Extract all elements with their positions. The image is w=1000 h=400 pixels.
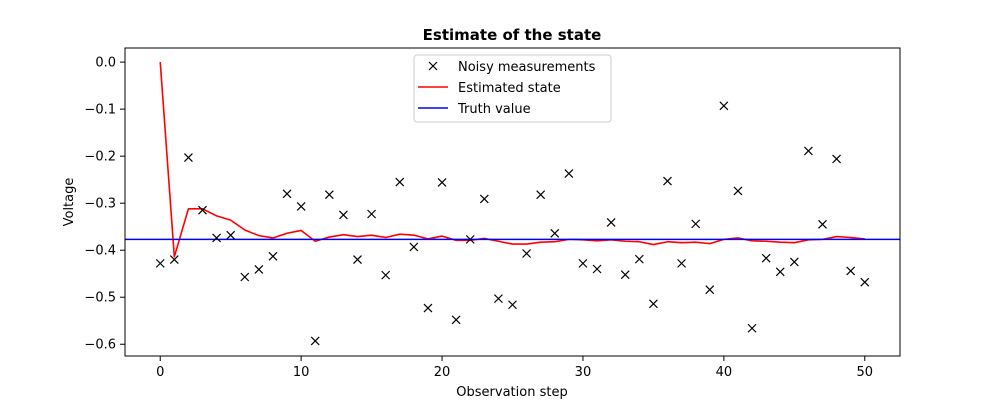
chart-title: Estimate of the state <box>423 26 602 44</box>
measurement-point <box>169 255 179 265</box>
y-tick-label: −0.3 <box>84 197 116 212</box>
legend-label-measurements: Noisy measurements <box>458 60 596 75</box>
measurement-point <box>564 169 574 178</box>
y-tick-label: −0.1 <box>84 103 116 118</box>
measurement-point <box>705 285 715 295</box>
measurement-point <box>437 178 447 187</box>
measurement-point <box>367 209 377 219</box>
measurement-point <box>789 257 799 267</box>
measurement-point <box>578 258 588 268</box>
measurement-point <box>381 270 391 280</box>
measurement-point <box>691 219 701 229</box>
measurement-point <box>719 101 729 111</box>
measurement-point <box>733 186 743 196</box>
measurement-point <box>268 251 278 261</box>
legend-label-estimated: Estimated state <box>458 81 561 96</box>
measurement-point <box>282 189 292 199</box>
measurement-point <box>240 272 250 282</box>
x-tick-label: 30 <box>575 365 592 380</box>
measurement-point <box>634 254 644 264</box>
legend-box <box>413 54 612 123</box>
measurement-point <box>324 190 334 200</box>
measurement-point <box>296 202 306 211</box>
measurement-point <box>747 323 757 333</box>
measurement-point <box>818 219 827 229</box>
y-tick-label: −0.4 <box>84 244 116 259</box>
x-tick-label: 10 <box>293 365 310 380</box>
measurement-point <box>761 253 771 263</box>
measurement-point <box>338 210 348 220</box>
measurement-point <box>832 154 842 164</box>
measurement-point <box>663 176 672 186</box>
measurement-point <box>353 255 362 265</box>
measurement-point <box>775 267 785 277</box>
measurement-point <box>606 218 616 227</box>
measurement-point <box>465 234 475 244</box>
measurement-point <box>592 264 602 274</box>
measurement-point <box>493 294 503 304</box>
measurement-point <box>409 242 419 252</box>
y-tick-label: 0.0 <box>95 56 116 71</box>
measurement-point <box>803 146 813 156</box>
legend: Noisy measurements Estimated state Truth… <box>413 54 612 123</box>
measurement-point <box>155 258 165 268</box>
y-tick-label: −0.6 <box>84 338 116 353</box>
x-axis: 0 10 20 30 40 50 <box>156 356 873 380</box>
plot-frame <box>124 47 901 357</box>
measurement-point <box>846 266 856 276</box>
x-tick-label: 0 <box>156 365 164 380</box>
measurement-point <box>226 230 236 240</box>
measurement-point <box>183 153 193 162</box>
measurement-point <box>423 303 433 313</box>
legend-marker-measurements <box>428 61 438 71</box>
plot-area <box>125 62 900 346</box>
measurement-point <box>620 270 630 280</box>
measurement-point <box>550 228 560 238</box>
y-tick-label: −0.5 <box>84 291 116 306</box>
x-tick-label: 20 <box>434 365 451 380</box>
measurement-point <box>508 300 517 310</box>
y-tick-label: −0.2 <box>84 150 116 165</box>
measurement-point <box>860 277 870 287</box>
x-tick-label: 40 <box>716 365 733 380</box>
measurement-point <box>522 249 532 258</box>
measurement-point <box>310 336 320 346</box>
x-tick-label: 50 <box>856 365 873 380</box>
measurement-point <box>677 258 687 268</box>
measurement-point <box>254 265 264 274</box>
measurement-point <box>648 299 658 309</box>
measurement-point <box>395 177 405 187</box>
measurement-point <box>451 315 461 325</box>
x-axis-label: Observation step <box>456 385 567 400</box>
y-axis: 0.0 −0.1 −0.2 −0.3 −0.4 −0.5 −0.6 <box>84 56 125 353</box>
measurement-point <box>479 194 489 204</box>
legend-label-truth: Truth value <box>457 102 531 117</box>
y-axis-label: Voltage <box>62 178 77 227</box>
measurement-point <box>198 205 207 215</box>
measurement-point <box>212 233 222 243</box>
measurement-point <box>536 190 546 200</box>
